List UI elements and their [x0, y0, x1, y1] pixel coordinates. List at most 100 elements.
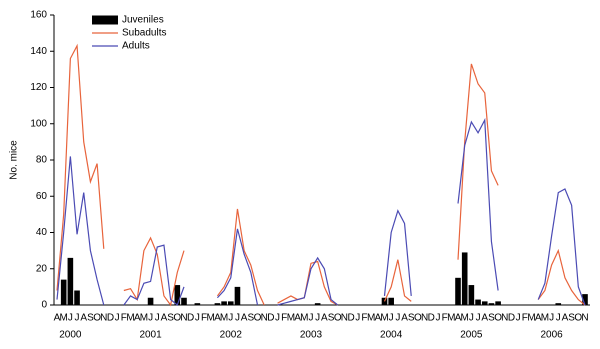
bar [455, 277, 461, 305]
x-tick-label: A [401, 313, 408, 324]
bar [481, 301, 488, 305]
x-tick-label: N [261, 313, 268, 324]
y-tick-label: 40 [36, 227, 48, 238]
bar [227, 301, 234, 305]
line [56, 43, 586, 307]
bar [67, 257, 74, 305]
y-tick-label: 60 [36, 191, 48, 202]
year-label: 2003 [300, 330, 323, 341]
y-axis-label: No. mice [9, 140, 20, 180]
x-tick-label: J [308, 313, 313, 324]
x-tick-label: S [247, 313, 254, 324]
x-tick-label: F [522, 313, 528, 324]
x-tick-label: N [341, 313, 348, 324]
x-tick-label: O [254, 313, 262, 324]
bar [147, 297, 154, 305]
x-tick-label: F [201, 313, 207, 324]
x-tick-label: M [126, 313, 134, 324]
bar [174, 285, 181, 305]
bar [60, 279, 67, 305]
x-tick-label: J [148, 313, 153, 324]
x-tick-label: O [93, 313, 101, 324]
x-tick-label: N [180, 313, 187, 324]
x-tick-label: J [75, 313, 80, 324]
x-tick-label: M [380, 313, 388, 324]
y-tick-label: 20 [36, 263, 48, 274]
x-tick-label: A [481, 313, 488, 324]
x-tick-label: J [275, 313, 280, 324]
x-tick-label: J [395, 313, 400, 324]
x-tick-label: J [228, 313, 233, 324]
x-tick-label: J [389, 313, 394, 324]
x-tick-label: A [214, 313, 221, 324]
bar [488, 303, 495, 305]
x-tick-label: A [374, 313, 381, 324]
x-tick-label: A [80, 313, 87, 324]
bar [461, 252, 468, 305]
x-tick-label: D [347, 313, 354, 324]
x-tick-label: O [173, 313, 181, 324]
x-tick-label: A [54, 313, 61, 324]
y-tick-label: 140 [30, 46, 47, 57]
x-tick-label: S [488, 313, 495, 324]
x-tick-label: F [361, 313, 367, 324]
y-tick-label: 120 [30, 82, 47, 93]
x-tick-label: M [527, 313, 535, 324]
x-tick-label: J [469, 313, 474, 324]
bar [314, 303, 321, 305]
line [56, 117, 586, 306]
x-tick-label: O [334, 313, 342, 324]
x-tick-label: N [421, 313, 428, 324]
y-tick-label: 80 [36, 155, 48, 166]
x-tick-label: J [195, 313, 200, 324]
x-tick-label: J [435, 313, 440, 324]
x-tick-label: S [328, 313, 335, 324]
x-tick-label: J [549, 313, 554, 324]
bar [582, 294, 588, 305]
x-tick-label: J [68, 313, 73, 324]
bar [555, 303, 562, 305]
year-label: 2006 [540, 330, 563, 341]
x-tick-label: M [541, 313, 549, 324]
y-tick-label: 0 [41, 300, 47, 311]
bar [475, 299, 481, 305]
x-tick-label: M [60, 313, 68, 324]
x-tick-label: N [100, 313, 107, 324]
y-tick-label: 100 [30, 118, 47, 129]
legend-label: Juveniles [122, 15, 164, 26]
year-label: 2005 [460, 330, 483, 341]
x-tick-label: M [367, 313, 375, 324]
x-tick-label: J [476, 313, 481, 324]
bar [214, 303, 221, 305]
bar [74, 290, 80, 305]
year-label: 2000 [59, 330, 82, 341]
x-tick-label: S [167, 313, 174, 324]
bar [388, 297, 394, 305]
bar [181, 297, 187, 305]
x-tick-label: M [461, 313, 469, 324]
year-label: 2004 [380, 330, 403, 341]
x-tick-label: N [581, 313, 588, 324]
x-tick-label: A [161, 313, 168, 324]
bar [234, 286, 241, 305]
x-tick-label: A [321, 313, 328, 324]
x-tick-label: N [501, 313, 508, 324]
x-tick-label: S [87, 313, 94, 324]
x-tick-label: J [155, 313, 160, 324]
x-tick-label: J [315, 313, 320, 324]
year-label: 2002 [220, 330, 243, 341]
x-tick-label: J [355, 313, 360, 324]
x-tick-label: M [447, 313, 455, 324]
x-tick-label: J [516, 313, 521, 324]
x-tick-label: F [442, 313, 448, 324]
x-tick-label: S [408, 313, 415, 324]
x-tick-label: D [508, 313, 515, 324]
x-tick-label: M [300, 313, 308, 324]
x-tick-label: O [574, 313, 582, 324]
legend-label: Adults [122, 41, 150, 52]
x-tick-label: A [294, 313, 301, 324]
x-tick-label: D [187, 313, 194, 324]
x-tick-label: J [556, 313, 561, 324]
bar [468, 285, 475, 305]
x-tick-label: J [235, 313, 240, 324]
